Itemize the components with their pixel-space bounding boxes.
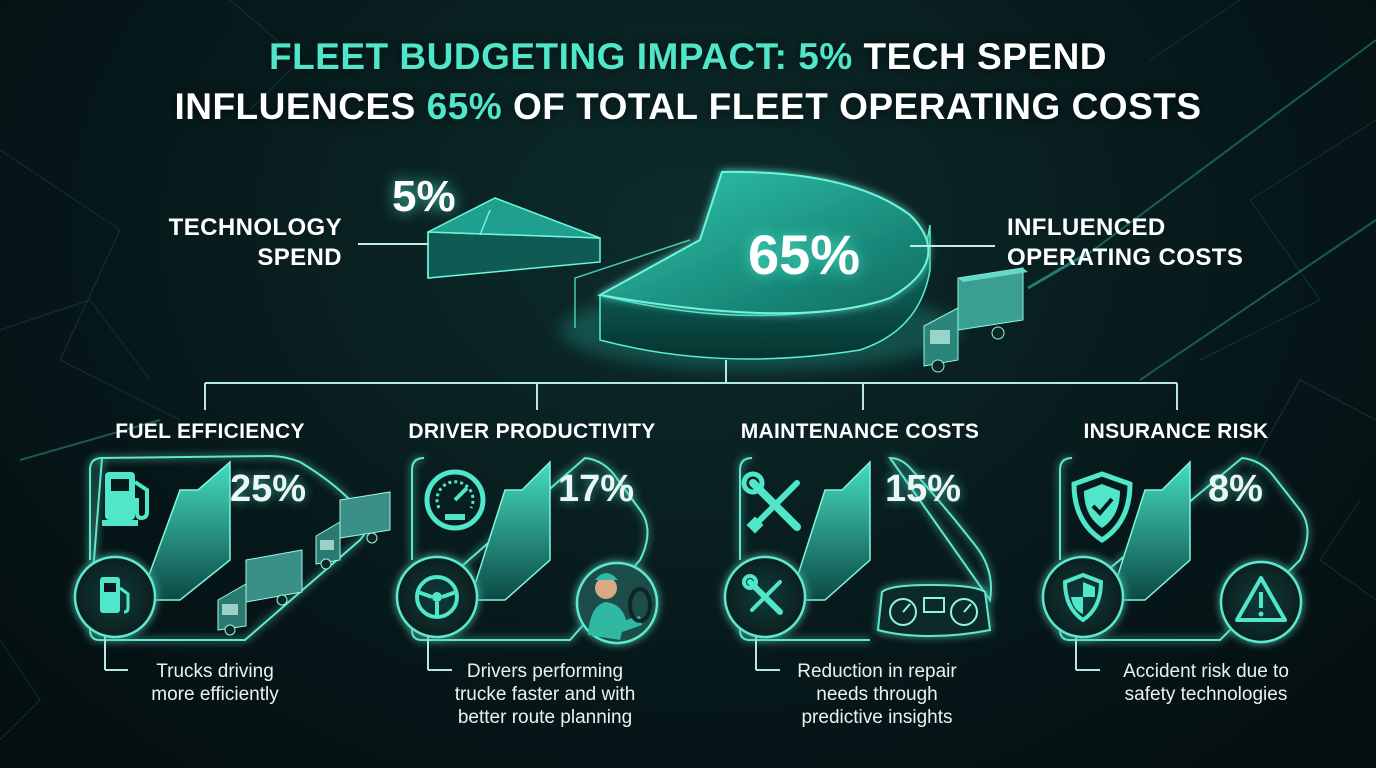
driver-productivity-panel (411, 456, 649, 671)
category-title-insurance-risk: INSURANCE RISK (1083, 420, 1269, 443)
driver-icon (575, 561, 659, 645)
title-end-2: OF TOTAL FLEET OPERATING COSTS (502, 86, 1202, 127)
description-line: more efficiently (151, 684, 279, 705)
influenced-label-line-1: INFLUENCED (1007, 214, 1166, 241)
dashboard-gauges-icon (876, 583, 992, 638)
category-value-driver-productivity: 17% (558, 468, 635, 510)
description-line: predictive insights (801, 707, 953, 728)
description-line: Accident risk due to (1123, 661, 1289, 682)
truck-icon (923, 251, 1089, 373)
tech-spend-label: TECHNOLOGY SPEND (150, 213, 342, 273)
title-accent-2: 65% (426, 86, 503, 127)
steering-wheel-icon (395, 555, 479, 639)
trucks-icon (217, 491, 391, 636)
description-line: better route planning (457, 707, 633, 728)
shield-icon (1041, 555, 1125, 639)
category-panels (89, 454, 1309, 671)
pie-chart (358, 170, 995, 370)
warning-icon (1219, 560, 1303, 644)
category-description-insurance-risk: Accident risk due to safety technologies (1076, 660, 1336, 706)
category-value-fuel-efficiency: 25% (230, 468, 307, 510)
maintenance-costs-panel (739, 456, 992, 671)
insurance-risk-panel (1059, 456, 1309, 671)
description-line: needs through (816, 684, 938, 705)
category-title-maintenance-costs: MAINTENANCE COSTS (740, 420, 980, 443)
fuel-efficiency-panel (89, 454, 369, 671)
wrench-screwdriver-icon (741, 471, 801, 534)
tech-spend-label-line-2: SPEND (257, 244, 342, 271)
influenced-slice (597, 170, 930, 315)
tech-wedge (427, 197, 601, 279)
fuel-pump-icon (73, 555, 157, 639)
description-line: Reduction in repair (797, 661, 957, 682)
influenced-label-line-2: OPERATING COSTS (1007, 244, 1244, 271)
glow-streaks (19, 39, 1376, 461)
category-title-fuel-efficiency: FUEL EFFICIENCY (115, 420, 305, 443)
title-accent-1: FLEET BUDGETING IMPACT: 5% (268, 36, 853, 77)
influenced-value: 65% (748, 223, 861, 286)
description-line: trucke faster and with (454, 684, 636, 705)
influenced-costs-label: INFLUENCED OPERATING COSTS (1007, 213, 1307, 273)
category-value-insurance-risk: 8% (1208, 468, 1263, 510)
category-title-driver-productivity: DRIVER PRODUCTIVITY (408, 420, 656, 443)
title-start-2: INFLUENCES (174, 86, 427, 127)
wrench-screwdriver-icon (723, 555, 807, 639)
category-description-driver-productivity: Drivers performing trucke faster and wit… (415, 660, 675, 729)
fuel-pump-icon (102, 472, 149, 526)
description-line: safety technologies (1124, 684, 1288, 705)
category-description-maintenance-costs: Reduction in repair needs through predic… (747, 660, 1007, 729)
description-line: Drivers performing (466, 661, 624, 682)
connector-lines (204, 360, 1178, 410)
tech-spend-label-line-1: TECHNOLOGY (168, 214, 342, 241)
description-line: Trucks driving (156, 661, 274, 682)
category-value-maintenance-costs: 15% (885, 468, 962, 510)
title-line-2: INFLUENCES 65% OF TOTAL FLEET OPERATING … (0, 88, 1376, 125)
title-rest-1: TECH SPEND (852, 36, 1108, 77)
shield-check-icon (1071, 471, 1133, 543)
tech-spend-value: 5% (392, 172, 456, 221)
title-line-1: FLEET BUDGETING IMPACT: 5% TECH SPEND (0, 38, 1376, 75)
category-description-fuel-efficiency: Trucks driving more efficiently (85, 660, 345, 706)
network-lines (0, 0, 1376, 741)
speedometer-icon (424, 469, 486, 531)
